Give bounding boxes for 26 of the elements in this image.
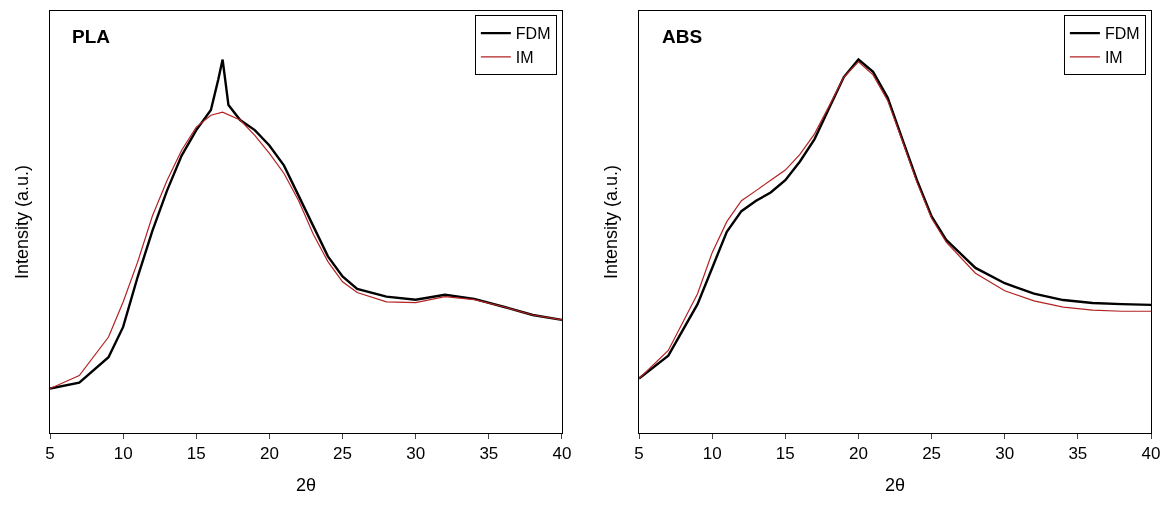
x-tick-label: 30 [995, 444, 1015, 464]
legend-label: FDM [1104, 25, 1140, 43]
chart-title: PLA [72, 26, 111, 47]
x-tick-label: 20 [259, 444, 279, 464]
y-axis-title: Intensity (a.u.) [12, 164, 33, 280]
x-tick-label: 40 [552, 444, 572, 464]
x-tick-label: 15 [775, 444, 795, 464]
x-tick-label: 35 [479, 444, 499, 464]
x-tick-label: 10 [113, 444, 133, 464]
x-tick-label: 10 [702, 444, 722, 464]
x-tick-label: 20 [848, 444, 868, 464]
x-tick-label: 5 [45, 444, 55, 464]
legend-label: IM [1104, 49, 1123, 67]
chart-title: ABS [662, 26, 703, 47]
legend-label: IM [515, 49, 534, 67]
y-axis-title: Intensity (a.u.) [601, 164, 622, 280]
x-tick-label: 35 [1068, 444, 1088, 464]
legend-label: FDM [515, 25, 551, 43]
x-axis-title: 2θ [295, 474, 316, 495]
x-tick-label: 15 [186, 444, 206, 464]
x-tick-label: 25 [333, 444, 353, 464]
x-tick-label: 40 [1141, 444, 1161, 464]
x-axis-title: 2θ [885, 474, 906, 495]
x-tick-label: 30 [406, 444, 426, 464]
x-tick-label: 5 [634, 444, 644, 464]
x-tick-label: 25 [922, 444, 942, 464]
